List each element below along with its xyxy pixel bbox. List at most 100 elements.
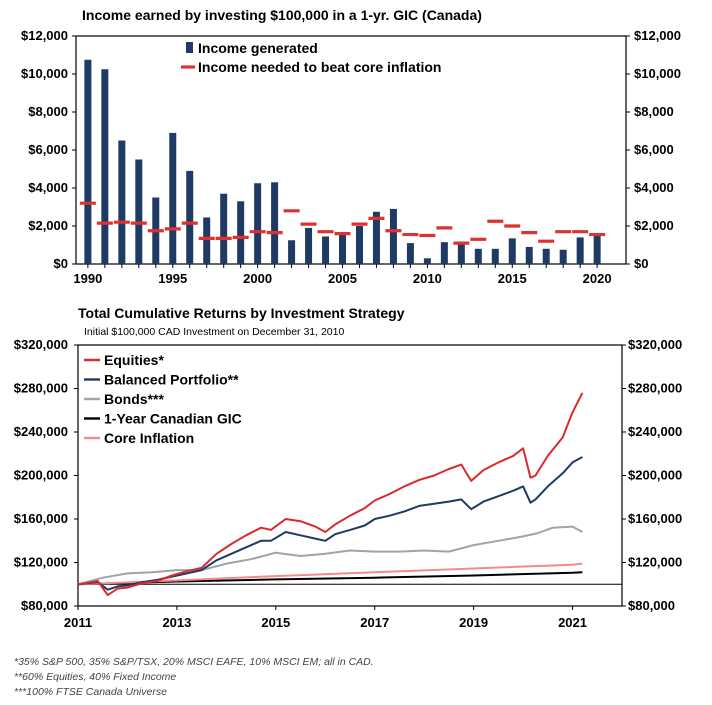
income-bar [118, 140, 126, 264]
income-bar [101, 69, 109, 264]
bottom-x-tick-label: 2015 [261, 615, 290, 630]
top-y-tick-label-left: $10,000 [21, 66, 68, 81]
income-bar [169, 132, 177, 264]
top-y-tick-label-left: $8,000 [28, 104, 68, 119]
income-bar [254, 183, 262, 264]
top-y-tick-label-left: $12,000 [21, 28, 68, 43]
line-core-inflation [77, 562, 583, 586]
top-y-tick-label-left: $4,000 [28, 180, 68, 195]
bottom-x-tick-label: 2019 [459, 615, 488, 630]
bottom-x-tick-label: 2017 [360, 615, 389, 630]
income-bar [322, 236, 330, 264]
bottom-y-tick-label-left: $120,000 [14, 555, 68, 570]
income-bar [305, 227, 313, 264]
income-bar [203, 217, 211, 264]
income-bar [355, 226, 363, 264]
legend-swatch-income [186, 42, 193, 53]
income-bar [542, 248, 550, 264]
top-chart-legend: Income generated Income needed to beat co… [181, 40, 441, 75]
top-y-tick-label-right: $12,000 [634, 28, 681, 43]
top-y-tick-label-left: $6,000 [28, 142, 68, 157]
footnotes: *35% S&P 500, 35% S&P/TSX, 20% MSCI EAFE… [14, 655, 374, 700]
legend-label: 1-Year Canadian GIC [104, 411, 242, 427]
bottom-y-tick-label-right: $200,000 [628, 468, 682, 483]
bottom-x-tick-label: 2021 [558, 615, 587, 630]
line-equities [77, 392, 584, 597]
bottom-y-tick-label-right: $160,000 [628, 511, 682, 526]
top-x-tick-label: 2000 [243, 271, 272, 286]
bottom-y-tick-label-right: $320,000 [628, 337, 682, 352]
income-bar [339, 232, 347, 264]
income-bar [372, 211, 380, 264]
top-y-tick-label-left: $0 [54, 256, 68, 271]
legend-label-inflation: Income needed to beat core inflation [198, 59, 441, 75]
line-1-year-canadian-gic [77, 571, 583, 586]
bottom-chart-title: Total Cumulative Returns by Investment S… [78, 305, 405, 321]
line-balanced-portfolio [77, 456, 583, 591]
top-x-tick-label: 2005 [328, 271, 357, 286]
bottom-y-tick-label-right: $240,000 [628, 424, 682, 439]
top-x-tick-label: 2015 [498, 271, 527, 286]
top-x-tick-label: 1990 [73, 271, 102, 286]
top-y-tick-label-right: $6,000 [634, 142, 674, 157]
footnote-balanced: **60% Equities, 40% Fixed Income [14, 671, 177, 683]
bottom-y-tick-label-left: $240,000 [14, 424, 68, 439]
bottom-x-tick-label: 2011 [64, 615, 92, 630]
income-bar [288, 240, 296, 264]
legend-label: Bonds*** [104, 391, 164, 407]
top-chart-axes: $0 $0 $2,000 $2,000 $4,000 $4,000 $6,000 $6,000… [21, 28, 681, 286]
bottom-x-tick-label: 2013 [162, 615, 191, 630]
legend-label: Balanced Portfolio** [104, 372, 239, 388]
income-bar [525, 246, 533, 264]
top-x-tick-label: 2020 [583, 271, 612, 286]
income-bar [491, 248, 499, 264]
bottom-chart-axes: $80,000 $80,000 $120,000 $120,000 $160,000 $1… [14, 337, 682, 630]
bottom-chart-legend: Equities* Balanced Portfolio** Bonds*** 1-Y… [84, 352, 242, 446]
top-y-tick-label-right: $4,000 [634, 180, 674, 195]
income-bar [593, 235, 601, 264]
top-y-tick-label-left: $2,000 [28, 218, 68, 233]
cumulative-returns-chart: Total Cumulative Returns by Investment S… [14, 305, 682, 630]
bottom-chart-lines [77, 392, 584, 597]
top-y-tick-label-right: $10,000 [634, 66, 681, 81]
top-chart-title: Income earned by investing $100,000 in a… [82, 7, 482, 23]
bottom-y-tick-label-left: $160,000 [14, 511, 68, 526]
line-bonds [77, 525, 583, 586]
top-x-tick-label: 2010 [413, 271, 442, 286]
bottom-chart-subtitle: Initial $100,000 CAD Investment on Decem… [84, 326, 344, 338]
bottom-y-tick-label-right: $120,000 [628, 555, 682, 570]
income-bar [423, 258, 431, 264]
bottom-y-tick-label-left: $280,000 [14, 381, 68, 396]
income-bar [474, 248, 482, 264]
income-bar [84, 59, 92, 264]
bottom-y-tick-label-left: $200,000 [14, 468, 68, 483]
top-chart-inflation-marks [79, 201, 606, 245]
income-bar [389, 208, 397, 264]
income-bar [440, 242, 448, 264]
bottom-y-tick-label-right: $80,000 [628, 598, 675, 613]
income-bar [186, 170, 194, 264]
bottom-y-tick-label-right: $280,000 [628, 381, 682, 396]
income-bar [271, 182, 279, 264]
top-y-tick-label-right: $0 [634, 256, 648, 271]
income-bar [237, 201, 245, 264]
legend-label: Equities* [104, 352, 164, 368]
income-bar [457, 242, 465, 264]
income-bar [406, 243, 414, 264]
income-bar [576, 237, 584, 264]
bottom-y-tick-label-left: $320,000 [14, 337, 68, 352]
income-bar [508, 238, 516, 264]
top-y-tick-label-right: $8,000 [634, 104, 674, 119]
top-y-tick-label-right: $2,000 [634, 218, 674, 233]
top-x-tick-label: 1995 [158, 271, 187, 286]
income-bar [135, 159, 143, 264]
legend-label-income: Income generated [198, 40, 318, 56]
footnote-bonds: ***100% FTSE Canada Universe [14, 686, 167, 698]
legend-label: Core Inflation [104, 430, 194, 446]
footnote-equities: *35% S&P 500, 35% S&P/TSX, 20% MSCI EAFE… [14, 656, 374, 668]
income-bar-chart: Income earned by investing $100,000 in a… [21, 7, 681, 286]
income-bar [559, 249, 567, 264]
income-bar [220, 193, 228, 264]
bottom-y-tick-label-left: $80,000 [21, 598, 68, 613]
